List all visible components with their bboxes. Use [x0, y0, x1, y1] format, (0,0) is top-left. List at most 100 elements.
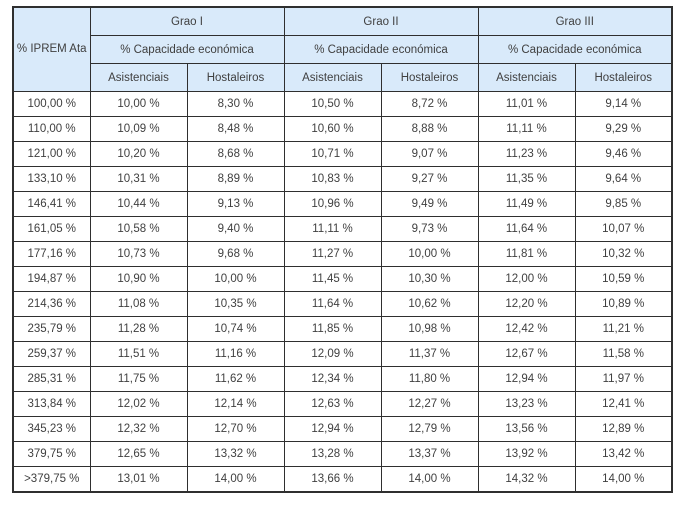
value-cell: 8,72 %: [380, 91, 479, 117]
subheader-capacidade-2: % Capacidade económica: [283, 35, 479, 64]
value-cell: 10,31 %: [89, 166, 188, 192]
value-cell: 12,65 %: [89, 441, 188, 467]
value-cell: 9,13 %: [186, 191, 285, 217]
value-cell: 9,73 %: [380, 216, 479, 242]
iprem-cell: 146,41 %: [12, 191, 91, 217]
value-cell: 14,00 %: [574, 466, 673, 493]
iprem-cell: 379,75 %: [12, 441, 91, 467]
value-cell: 13,66 %: [283, 466, 382, 493]
value-cell: 11,27 %: [283, 241, 382, 267]
iprem-cell: 133,10 %: [12, 166, 91, 192]
value-cell: 11,23 %: [477, 141, 576, 167]
col-header-hostaleiros-3: Hostaleiros: [574, 63, 673, 92]
group-header-grao-3: Grao III: [477, 6, 673, 36]
value-cell: 11,64 %: [283, 291, 382, 317]
value-cell: 8,48 %: [186, 116, 285, 142]
col-header-hostaleiros-2: Hostaleiros: [380, 63, 479, 92]
value-cell: 12,14 %: [186, 391, 285, 417]
value-cell: 9,68 %: [186, 241, 285, 267]
value-cell: 12,79 %: [380, 416, 479, 442]
iprem-capacity-table: % IPREM Ata Grao I Grao II Grao III % Ca…: [12, 6, 674, 493]
value-cell: 12,09 %: [283, 341, 382, 367]
value-cell: 9,46 %: [574, 141, 673, 167]
value-cell: 11,11 %: [477, 116, 576, 142]
value-cell: 10,74 %: [186, 316, 285, 342]
value-cell: 10,50 %: [283, 91, 382, 117]
iprem-cell: 345,23 %: [12, 416, 91, 442]
value-cell: 11,28 %: [89, 316, 188, 342]
value-cell: 11,62 %: [186, 366, 285, 392]
value-cell: 10,83 %: [283, 166, 382, 192]
value-cell: 9,49 %: [380, 191, 479, 217]
value-cell: 10,62 %: [380, 291, 479, 317]
corner-header-iprem: % IPREM Ata: [12, 6, 91, 92]
col-header-asistenciais-2: Asistenciais: [283, 63, 382, 92]
table-row: 194,87 % 10,90 % 10,00 % 11,45 % 10,30 % 12,0…: [12, 266, 673, 292]
value-cell: 10,09 %: [89, 116, 188, 142]
value-cell: 9,40 %: [186, 216, 285, 242]
value-cell: 8,30 %: [186, 91, 285, 117]
group-header-grao-2: Grao II: [283, 6, 479, 36]
value-cell: 10,60 %: [283, 116, 382, 142]
value-cell: 10,30 %: [380, 266, 479, 292]
value-cell: 12,41 %: [574, 391, 673, 417]
value-cell: 12,02 %: [89, 391, 188, 417]
value-cell: 11,08 %: [89, 291, 188, 317]
value-cell: 11,85 %: [283, 316, 382, 342]
value-cell: 10,59 %: [574, 266, 673, 292]
value-cell: 10,00 %: [186, 266, 285, 292]
table-row: 313,84 % 12,02 % 12,14 % 12,63 % 12,27 % 13,2…: [12, 391, 673, 417]
value-cell: 14,32 %: [477, 466, 576, 493]
value-cell: 11,11 %: [283, 216, 382, 242]
value-cell: 12,94 %: [283, 416, 382, 442]
table-row: >379,75 % 13,01 % 14,00 % 13,66 % 14,00 % 14,…: [12, 466, 673, 493]
value-cell: 10,07 %: [574, 216, 673, 242]
value-cell: 13,28 %: [283, 441, 382, 467]
value-cell: 9,29 %: [574, 116, 673, 142]
value-cell: 12,34 %: [283, 366, 382, 392]
value-cell: 13,32 %: [186, 441, 285, 467]
table-row: 177,16 % 10,73 % 9,68 % 11,27 % 10,00 % 11,81…: [12, 241, 673, 267]
iprem-cell: 121,00 %: [12, 141, 91, 167]
value-cell: 10,58 %: [89, 216, 188, 242]
value-cell: 9,85 %: [574, 191, 673, 217]
value-cell: 9,27 %: [380, 166, 479, 192]
value-cell: 12,32 %: [89, 416, 188, 442]
value-cell: 9,64 %: [574, 166, 673, 192]
subheader-capacidade-1: % Capacidade económica: [89, 35, 285, 64]
value-cell: 12,70 %: [186, 416, 285, 442]
value-cell: 12,89 %: [574, 416, 673, 442]
table-row: 235,79 % 11,28 % 10,74 % 11,85 % 10,98 % 12,4…: [12, 316, 673, 342]
value-cell: 13,92 %: [477, 441, 576, 467]
value-cell: 9,14 %: [574, 91, 673, 117]
value-cell: 11,21 %: [574, 316, 673, 342]
iprem-cell: 214,36 %: [12, 291, 91, 317]
col-header-asistenciais-3: Asistenciais: [477, 63, 576, 92]
table-row: 121,00 % 10,20 % 8,68 % 10,71 % 9,07 % 11,23 …: [12, 141, 673, 167]
value-cell: 13,56 %: [477, 416, 576, 442]
value-cell: 10,32 %: [574, 241, 673, 267]
value-cell: 8,68 %: [186, 141, 285, 167]
value-cell: 11,58 %: [574, 341, 673, 367]
value-cell: 11,75 %: [89, 366, 188, 392]
table-row: 133,10 % 10,31 % 8,89 % 10,83 % 9,27 % 11,35 …: [12, 166, 673, 192]
table-row: 379,75 % 12,65 % 13,32 % 13,28 % 13,37 % 13,9…: [12, 441, 673, 467]
table-row: 345,23 % 12,32 % 12,70 % 12,94 % 12,79 % 13,5…: [12, 416, 673, 442]
value-cell: 10,20 %: [89, 141, 188, 167]
col-header-hostaleiros-1: Hostaleiros: [186, 63, 285, 92]
value-cell: 14,00 %: [380, 466, 479, 493]
value-cell: 12,00 %: [477, 266, 576, 292]
iprem-cell: 235,79 %: [12, 316, 91, 342]
table-row: 259,37 % 11,51 % 11,16 % 12,09 % 11,37 % 12,6…: [12, 341, 673, 367]
iprem-cell: 285,31 %: [12, 366, 91, 392]
subheader-capacidade-3: % Capacidade económica: [477, 35, 673, 64]
iprem-cell: 177,16 %: [12, 241, 91, 267]
iprem-cell: 313,84 %: [12, 391, 91, 417]
group-header-grao-1: Grao I: [89, 6, 285, 36]
iprem-cell: 161,05 %: [12, 216, 91, 242]
table-row: 214,36 % 11,08 % 10,35 % 11,64 % 10,62 % 12,2…: [12, 291, 673, 317]
value-cell: 13,37 %: [380, 441, 479, 467]
value-cell: 12,63 %: [283, 391, 382, 417]
value-cell: 10,44 %: [89, 191, 188, 217]
